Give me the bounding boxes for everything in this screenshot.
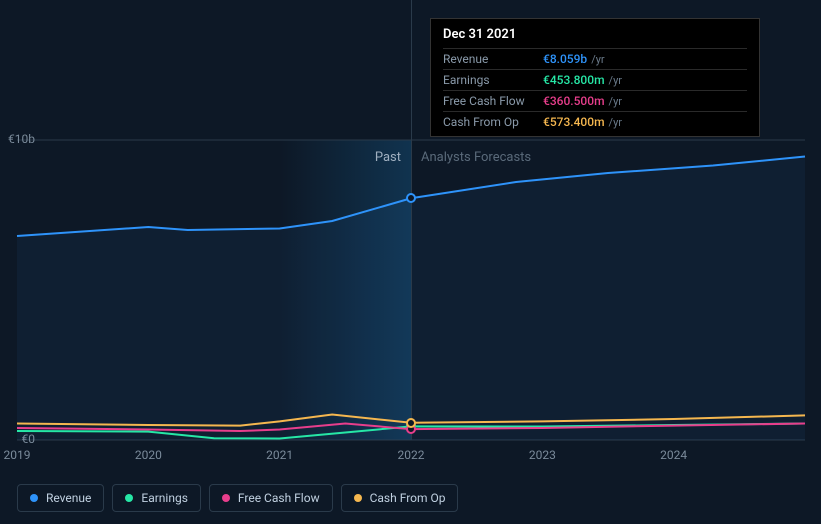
x-axis-tick-label: 2024 xyxy=(660,448,687,462)
x-axis-tick-label: 2019 xyxy=(4,448,31,462)
legend-item-earnings[interactable]: Earnings xyxy=(112,484,201,512)
chart-legend: Revenue Earnings Free Cash Flow Cash From O… xyxy=(17,484,458,512)
x-axis-tick-label: 2021 xyxy=(266,448,293,462)
legend-dot-icon xyxy=(30,494,38,502)
datapoint-tooltip: Dec 31 2021 Revenue€8.059b/yrEarnings€45… xyxy=(430,18,760,137)
legend-dot-icon xyxy=(354,494,362,502)
tooltip-row: Cash From Op€573.400m/yr xyxy=(443,111,747,132)
x-axis-tick-label: 2022 xyxy=(398,448,425,462)
tooltip-metric-value: €360.500m xyxy=(543,94,605,108)
y-axis-tick-label: €10b xyxy=(0,132,35,146)
tooltip-metric-label: Revenue xyxy=(443,52,543,66)
tooltip-metric-value: €453.800m xyxy=(543,73,605,87)
tooltip-metric-label: Cash From Op xyxy=(443,115,543,129)
tooltip-metric-label: Earnings xyxy=(443,73,543,87)
tooltip-row: Revenue€8.059b/yr xyxy=(443,48,747,69)
tooltip-metric-value: €573.400m xyxy=(543,115,605,129)
financial-forecast-chart: €0 €10b Past Analysts Forecasts 2019 2020 2… xyxy=(0,0,821,524)
tooltip-unit: /yr xyxy=(591,53,604,66)
x-axis-tick-label: 2020 xyxy=(135,448,162,462)
marker-revenue xyxy=(406,193,416,203)
legend-item-cfo[interactable]: Cash From Op xyxy=(341,484,459,512)
tooltip-unit: /yr xyxy=(609,74,622,87)
tooltip-metric-label: Free Cash Flow xyxy=(443,94,543,108)
legend-label: Earnings xyxy=(141,491,188,505)
legend-dot-icon xyxy=(222,494,230,502)
y-axis-tick-label: €0 xyxy=(0,432,35,446)
legend-dot-icon xyxy=(125,494,133,502)
legend-label: Cash From Op xyxy=(370,491,446,505)
past-forecast-divider xyxy=(411,0,412,440)
tooltip-unit: /yr xyxy=(609,95,622,108)
legend-label: Revenue xyxy=(46,491,91,505)
tooltip-unit: /yr xyxy=(609,116,622,129)
legend-label: Free Cash Flow xyxy=(238,491,320,505)
tooltip-row: Earnings€453.800m/yr xyxy=(443,69,747,90)
tooltip-date: Dec 31 2021 xyxy=(443,27,747,48)
x-axis-tick-label: 2023 xyxy=(529,448,556,462)
past-section-label: Past xyxy=(351,150,401,165)
forecast-section-label: Analysts Forecasts xyxy=(421,150,531,165)
legend-item-fcf[interactable]: Free Cash Flow xyxy=(209,484,333,512)
tooltip-metric-value: €8.059b xyxy=(543,52,587,66)
tooltip-row: Free Cash Flow€360.500m/yr xyxy=(443,90,747,111)
marker-cfo xyxy=(406,418,416,428)
legend-item-revenue[interactable]: Revenue xyxy=(17,484,104,512)
